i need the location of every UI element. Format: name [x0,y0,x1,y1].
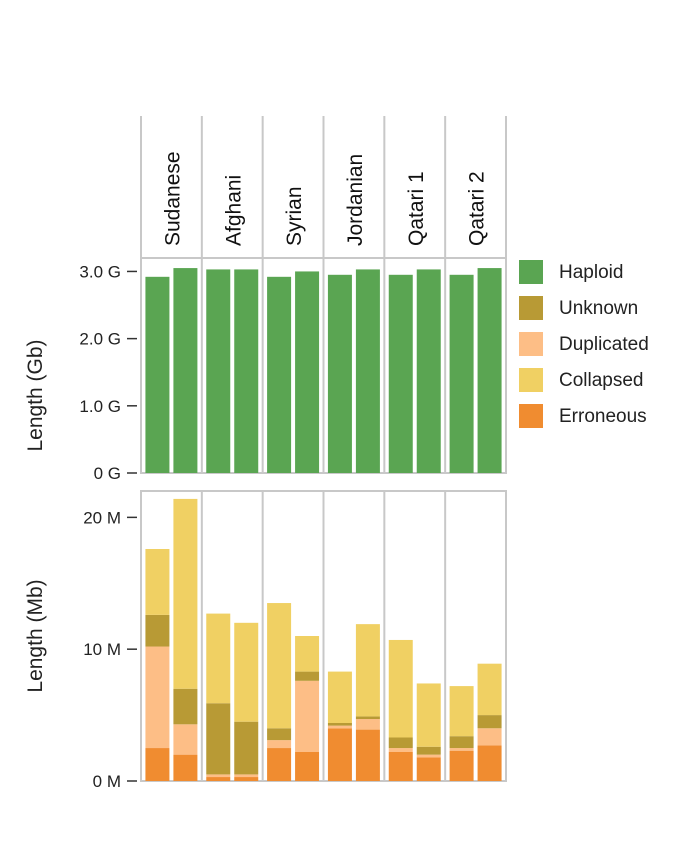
legend-swatch-erroneous [519,404,543,428]
bar-haploid [234,269,259,473]
bar-haploid [267,276,292,473]
bar-segment-unknown [267,728,292,741]
bar-segment-collapsed [416,683,441,747]
group-label-sudanese: Sudanese [161,151,184,246]
bar-segment-unknown [416,746,441,755]
bar-segment-duplicated [173,724,198,755]
bar-haploid [295,271,320,473]
bar-segment-duplicated [477,728,502,746]
bar-segment-erroneous [145,748,170,781]
legend-label-unknown: Unknown [559,298,638,319]
bar-segment-collapsed [267,603,292,729]
legend-label-duplicated: Duplicated [559,334,649,355]
bar-segment-unknown [206,703,231,775]
bar-segment-collapsed [388,639,413,738]
bar-segment-collapsed [173,498,198,689]
bar-segment-erroneous [355,729,380,781]
group-label-syrian: Syrian [283,186,306,246]
bar-segment-unknown [449,736,474,749]
legend-swatch-haploid [519,260,543,284]
bar-segment-duplicated [234,774,259,778]
bar-haploid [388,274,413,473]
y-tick-label: 0 M [93,772,121,791]
y-tick-label: 1.0 G [79,397,121,416]
bar-segment-erroneous [234,777,259,781]
bar-segment-unknown [327,723,352,726]
bar-segment-erroneous [449,750,474,781]
bottom-y-axis-title: Length (Mb) [24,579,47,692]
bar-segment-duplicated [388,748,413,752]
bar-segment-unknown [477,715,502,729]
bar-segment-unknown [173,688,198,725]
legend-label-erroneous: Erroneous [559,406,647,427]
group-label-qatari-1: Qatari 1 [405,171,428,246]
bar-haploid [206,269,231,473]
bar-segment-collapsed [327,671,352,723]
bar-segment-collapsed [449,686,474,737]
legend-swatch-unknown [519,296,543,320]
bar-segment-unknown [145,614,170,647]
bar-segment-erroneous [477,745,502,781]
bar-segment-erroneous [295,752,320,781]
bar-segment-collapsed [355,624,380,717]
bar-haploid [145,276,170,473]
y-tick-label: 20 M [83,508,121,527]
bar-segment-erroneous [267,748,292,781]
bar-segment-collapsed [206,613,231,704]
y-tick-label: 0 G [94,464,121,483]
bar-segment-erroneous [327,728,352,781]
bar-segment-duplicated [416,754,441,758]
bar-segment-duplicated [449,748,474,751]
bar-haploid [355,269,380,473]
bar-haploid [173,268,198,473]
legend-swatch-duplicated [519,332,543,356]
bar-segment-duplicated [206,774,231,778]
bar-segment-collapsed [145,549,170,615]
bar-segment-duplicated [145,646,170,749]
bar-haploid [416,269,441,473]
group-label-jordanian: Jordanian [344,154,367,246]
bar-haploid [449,274,474,473]
bar-haploid [477,268,502,473]
y-tick-label: 3.0 G [79,262,121,281]
top-y-axis-title: Length (Gb) [24,339,47,451]
bar-segment-unknown [388,737,413,749]
y-tick-label: 10 M [83,640,121,659]
legend-label-haploid: Haploid [559,262,623,283]
group-label-qatari-2: Qatari 2 [466,171,489,246]
bar-haploid [327,274,352,473]
bar-segment-erroneous [388,752,413,781]
bar-segment-erroneous [173,754,198,781]
bar-segment-erroneous [416,757,441,781]
bar-segment-duplicated [355,719,380,730]
bar-segment-collapsed [477,663,502,716]
group-label-afghani: Afghani [222,175,245,246]
bar-segment-duplicated [295,680,320,752]
bar-segment-duplicated [327,725,352,729]
bar-segment-duplicated [267,740,292,749]
bar-segment-collapsed [295,636,320,672]
bar-segment-unknown [295,671,320,681]
bar-segment-erroneous [206,777,231,781]
bar-segment-unknown [234,721,259,775]
bar-segment-collapsed [234,622,259,722]
y-tick-label: 2.0 G [79,330,121,349]
legend-swatch-collapsed [519,368,543,392]
bar-segment-unknown [355,716,380,720]
legend-label-collapsed: Collapsed [559,370,644,391]
